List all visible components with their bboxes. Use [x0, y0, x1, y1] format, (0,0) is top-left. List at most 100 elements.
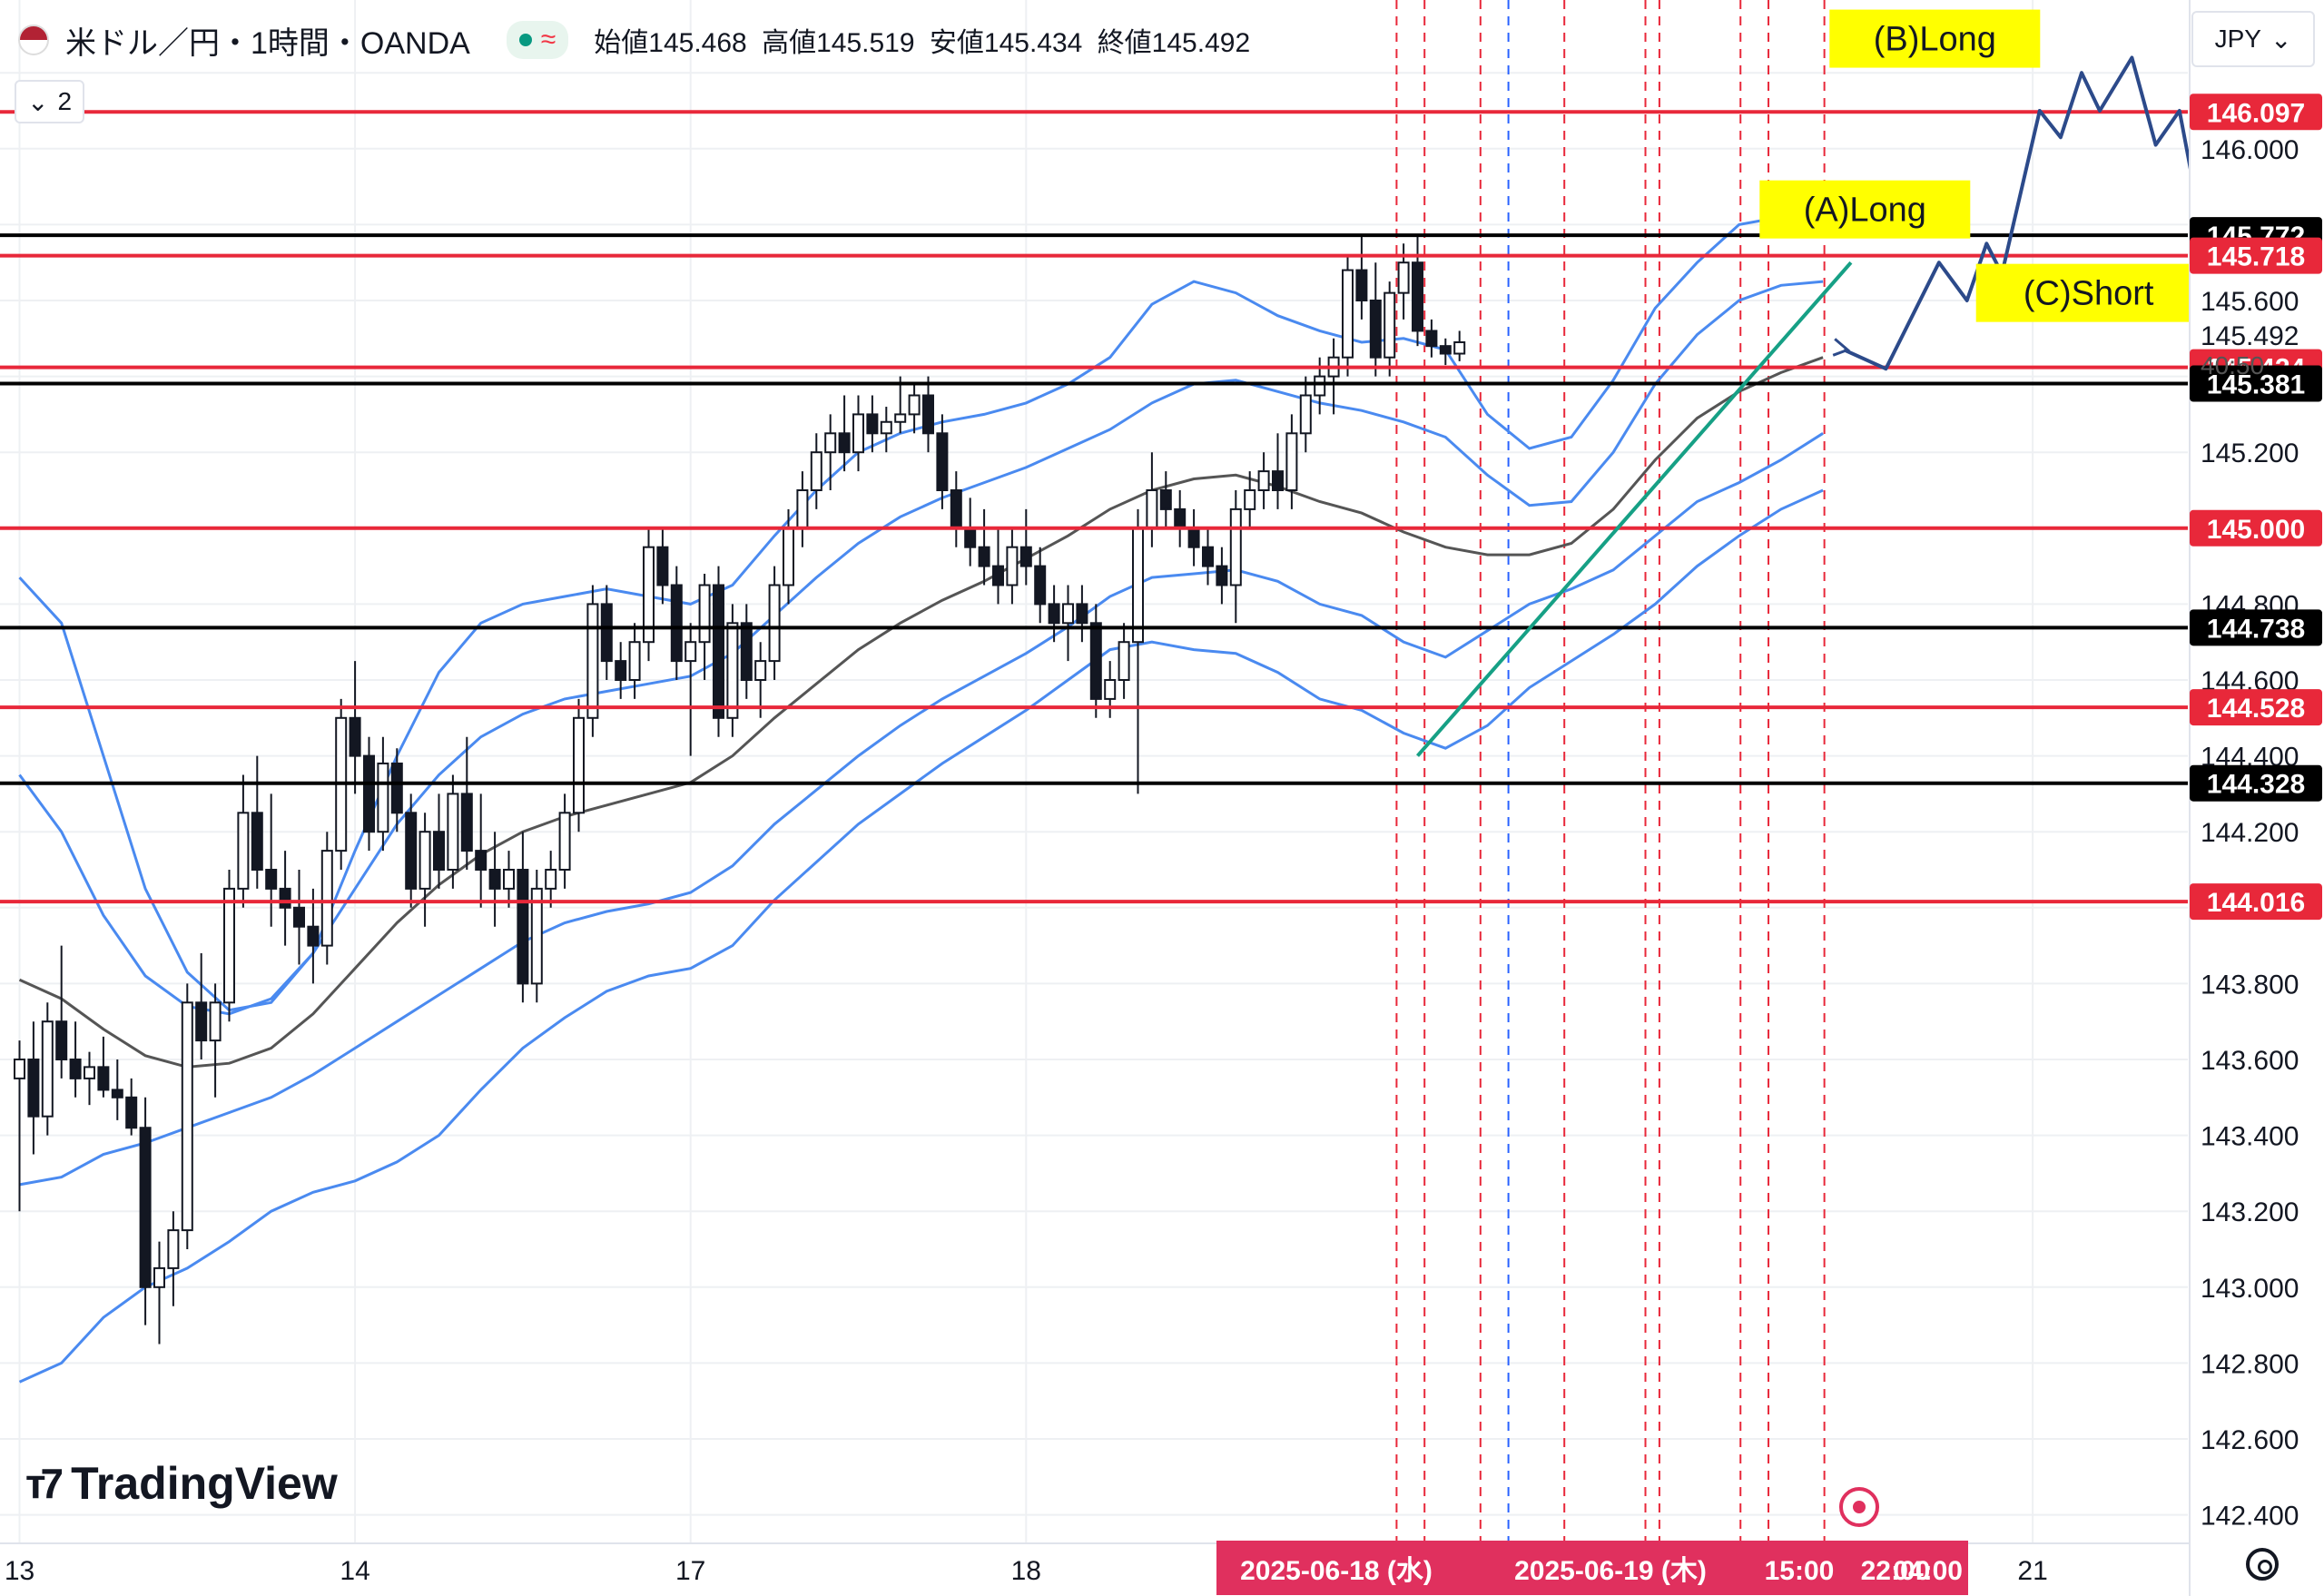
candle-body — [237, 812, 250, 890]
candle-body — [615, 660, 627, 681]
annotation-box — [1829, 9, 2041, 68]
price-tick-label: 142.600 — [2201, 1425, 2299, 1455]
open-value: 始値145.468 — [594, 28, 747, 58]
time-range-label: 2025-06-18 (水) — [1240, 1556, 1433, 1586]
band-upper-2 — [18, 215, 1824, 1012]
time-axis: 13 14 17 18 21 2025-06-18 (水) 2025-06-19 (木) 15… — [0, 1487, 2190, 1595]
price-tick-label: 142.800 — [2201, 1349, 2299, 1379]
flag-icon — [18, 25, 49, 55]
time-range-label: 2025-06-19 (木) — [1514, 1556, 1707, 1586]
level-label: 144.738 — [2207, 614, 2305, 644]
candle-body — [1342, 269, 1354, 359]
candle-body — [754, 660, 767, 681]
level-label: 144.016 — [2207, 888, 2305, 918]
level-label: 144.328 — [2207, 770, 2305, 800]
trendline — [1415, 261, 1853, 757]
close-value: 終値145.492 — [1097, 28, 1251, 58]
chevron-down-icon: ⌄ — [27, 87, 49, 116]
band-upper-1 — [18, 280, 1824, 1016]
market-open-dot-icon — [518, 34, 532, 46]
price-axis: 146.000145.600145.200144.800144.600144.4… — [2189, 0, 2324, 1596]
level-label: 144.528 — [2207, 694, 2305, 724]
candle-body — [279, 887, 291, 909]
level-label: 145.381 — [2207, 370, 2305, 400]
candle-body — [111, 1089, 123, 1098]
time-tick-label: 13 — [5, 1556, 34, 1586]
time-tick-label: 18 — [1011, 1556, 1041, 1586]
candle-body — [656, 546, 669, 586]
candle-body — [894, 413, 907, 423]
candle-body — [419, 831, 431, 890]
price-tick-label: 143.200 — [2201, 1197, 2299, 1227]
candle-body — [838, 432, 851, 454]
indicator-count: 2 — [57, 87, 73, 115]
band-lower-1 — [19, 432, 1824, 1187]
tradingview-logo: ᴛ7 TradingView — [25, 1457, 338, 1510]
candle-body — [936, 432, 949, 491]
candle-body — [41, 1020, 54, 1118]
time-range-label: 15:00 — [1765, 1556, 1835, 1586]
indicator-toggle[interactable]: ⌄ 2 — [15, 80, 85, 123]
annotation-text: (C)Short — [2024, 275, 2154, 313]
high-value: 高値145.519 — [762, 28, 915, 58]
candle-body — [1285, 432, 1298, 491]
candle-body — [545, 869, 557, 890]
candle-body — [1216, 565, 1228, 586]
candle-body — [1272, 470, 1284, 491]
session-vertical-lines — [1395, 0, 1826, 1543]
candle-body — [251, 812, 263, 871]
level-label-bg — [2190, 94, 2322, 131]
candle-body — [84, 1066, 95, 1079]
candle-body — [293, 906, 305, 928]
candle-body — [796, 489, 809, 529]
candle-body — [1118, 641, 1130, 682]
candle-body — [628, 641, 641, 682]
candle-body — [908, 394, 921, 416]
candle-body — [1397, 261, 1410, 294]
candle-body — [363, 754, 375, 833]
level-label-bg — [2190, 689, 2322, 726]
price-tick-label: 144.200 — [2201, 818, 2299, 848]
candle-body — [405, 812, 418, 890]
symbol-title[interactable]: 米ドル／円・1時間・OANDA — [65, 25, 470, 61]
candle-body — [209, 1001, 222, 1042]
candle-body — [1384, 291, 1396, 359]
candle-body — [726, 622, 739, 719]
time-tick-label: 21 — [2017, 1556, 2047, 1586]
settings-icon[interactable] — [2246, 1548, 2279, 1581]
annotation-text: (A)Long — [1804, 192, 1926, 230]
candle-body — [1006, 546, 1019, 586]
candle-body — [377, 762, 389, 833]
candle-body — [1202, 546, 1214, 567]
candle-body — [1187, 527, 1200, 548]
price-tick-label: 143.400 — [2201, 1122, 2299, 1152]
scenario-annotations: (A)Long (B)Long (C)Short — [1759, 9, 2201, 322]
candle-body — [460, 793, 473, 852]
candle-body — [139, 1127, 152, 1288]
time-tick-label: 17 — [675, 1556, 705, 1586]
candle-body — [1439, 345, 1452, 355]
candle-body — [713, 584, 724, 719]
band-middle-sma — [18, 356, 1824, 1069]
candles — [14, 235, 1466, 1345]
annotation-box — [1759, 180, 1971, 239]
candle-body — [1104, 679, 1117, 700]
candle-body — [167, 1229, 180, 1269]
tradingview-mark-icon: ᴛ7 — [25, 1460, 64, 1507]
candle-body — [530, 887, 543, 985]
candle-body — [978, 546, 990, 567]
candle-body — [643, 546, 655, 644]
bollinger-bands — [18, 215, 1824, 1384]
candle-body — [1412, 261, 1423, 332]
candle-body — [964, 527, 977, 548]
replay-icon-dot — [1853, 1501, 1866, 1513]
chart-header: 米ドル／円・1時間・OANDA ≈ 始値145.468 高値145.519 安値… — [18, 15, 1257, 65]
level-label-bg — [2190, 609, 2322, 646]
level-label: 146.097 — [2207, 98, 2305, 128]
scenario-start-mark — [1832, 338, 1851, 357]
price-tick-label: 142.400 — [2201, 1502, 2299, 1532]
candle-body — [1314, 375, 1326, 397]
currency-selector[interactable]: JPY ⌄ — [2191, 11, 2315, 67]
status-badge[interactable]: ≈ — [506, 21, 569, 59]
